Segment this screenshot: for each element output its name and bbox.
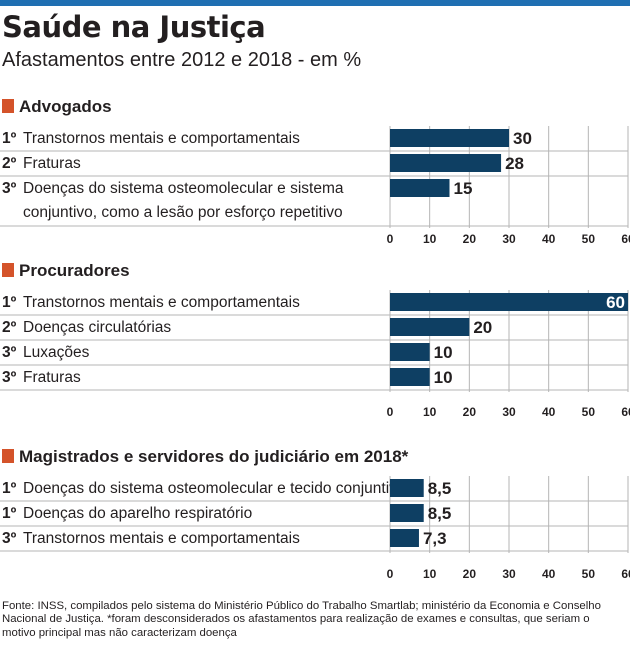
category-label: Fraturas [23,155,81,172]
category-label: Doenças do aparelho respiratório [23,505,252,522]
data-label: 15 [454,179,473,198]
category-label: Transtornos mentais e comportamentais [23,294,300,311]
category-label: conjuntivo, como a lesão por esforço rep… [23,204,343,221]
x-tick-label: 40 [542,232,556,246]
x-tick-label: 30 [502,567,516,581]
category-label: Luxações [23,344,90,361]
x-tick-label: 0 [387,405,394,419]
x-tick-label: 10 [423,232,437,246]
data-label: 30 [513,129,532,148]
x-tick-label: 10 [423,405,437,419]
x-tick-label: 60 [621,232,630,246]
rank-label: 1º [2,480,17,497]
section-accent-square [2,263,14,277]
x-tick-label: 30 [502,405,516,419]
bar [390,368,430,386]
data-label: 28 [505,154,524,173]
category-label: Doenças circulatórias [23,319,171,336]
data-label: 7,3 [423,529,447,548]
rank-label: 2º [2,155,17,172]
x-tick-label: 20 [463,232,477,246]
bar [390,343,430,361]
data-label: 10 [434,368,453,387]
section-title: Magistrados e servidores do judiciário e… [19,447,409,466]
rank-label: 2º [2,319,17,336]
x-tick-label: 10 [423,567,437,581]
rank-label: 1º [2,294,17,311]
x-tick-label: 60 [621,567,630,581]
x-tick-label: 20 [463,567,477,581]
bar [390,179,450,197]
category-label: Doenças do sistema osteomolecular e teci… [23,480,406,497]
x-tick-label: 60 [621,405,630,419]
section-title: Procuradores [19,261,130,280]
bar [390,318,470,336]
bar [390,129,509,147]
chart-subtitle: Afastamentos entre 2012 e 2018 - em % [2,49,362,71]
bar [390,529,419,547]
x-tick-label: 50 [582,405,596,419]
bar [390,479,424,497]
bar [390,293,628,311]
data-label: 8,5 [428,479,452,498]
bar [390,154,502,172]
category-label: Doenças do sistema osteomolecular e sist… [23,180,344,197]
x-tick-label: 40 [542,567,556,581]
x-tick-label: 0 [387,232,394,246]
rank-label: 1º [2,130,17,147]
x-tick-label: 20 [463,405,477,419]
category-label: Fraturas [23,369,81,386]
x-tick-label: 40 [542,405,556,419]
data-label: 60 [606,293,625,312]
data-label: 10 [434,343,453,362]
rank-label: 3º [2,344,17,361]
top-accent-bar [0,0,630,6]
category-label: Transtornos mentais e comportamentais [23,130,300,147]
x-tick-label: 30 [502,232,516,246]
rank-label: 3º [2,530,17,547]
x-tick-label: 50 [582,232,596,246]
section-accent-square [2,99,14,113]
data-label: 8,5 [428,504,452,523]
section-title: Advogados [19,97,112,116]
x-tick-label: 50 [582,567,596,581]
category-label: Transtornos mentais e comportamentais [23,530,300,547]
section-accent-square [2,449,14,463]
data-label: 20 [473,318,492,337]
rank-label: 3º [2,369,17,386]
rank-label: 3º [2,180,17,197]
chart-title: Saúde na Justiça [2,10,266,44]
bar [390,504,424,522]
source-footnote: Fonte: INSS, compilados pelo sistema do … [2,600,601,639]
rank-label: 1º [2,505,17,522]
x-tick-label: 0 [387,567,394,581]
